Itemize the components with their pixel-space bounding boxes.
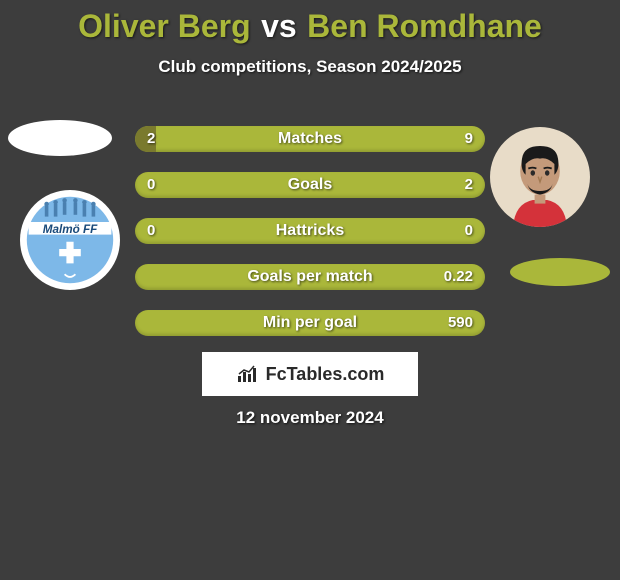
stat-bars: 2 Matches 9 0 Goals 2 0 Hattricks 0 Goal… — [135, 126, 485, 356]
bar-row-goals-per-match: Goals per match 0.22 — [135, 264, 485, 290]
bar-label: Hattricks — [135, 218, 485, 244]
bar-row-hattricks: 0 Hattricks 0 — [135, 218, 485, 244]
bar-value-right: 2 — [465, 172, 473, 198]
date-line: 12 november 2024 — [0, 408, 620, 428]
bar-value-right: 590 — [448, 310, 473, 336]
bar-label: Min per goal — [135, 310, 485, 336]
player2-name: Ben Romdhane — [307, 8, 542, 44]
watermark-text: FcTables.com — [266, 364, 385, 385]
bar-label: Goals per match — [135, 264, 485, 290]
comparison-card: Oliver Berg vs Ben Romdhane Club competi… — [0, 0, 620, 580]
svg-text:Malmö FF: Malmö FF — [43, 223, 98, 236]
watermark: FcTables.com — [202, 352, 418, 396]
bar-row-min-per-goal: Min per goal 590 — [135, 310, 485, 336]
player1-avatar-placeholder — [8, 120, 112, 156]
bar-chart-icon — [236, 364, 260, 384]
subtitle: Club competitions, Season 2024/2025 — [0, 57, 620, 77]
bar-label: Matches — [135, 126, 485, 152]
bar-row-goals: 0 Goals 2 — [135, 172, 485, 198]
bar-label: Goals — [135, 172, 485, 198]
bar-value-right: 9 — [465, 126, 473, 152]
player2-club-badge-placeholder — [510, 258, 610, 286]
player1-club-badge: Malmö FF — [20, 190, 120, 290]
title-row: Oliver Berg vs Ben Romdhane — [0, 0, 620, 45]
player2-avatar — [490, 127, 590, 227]
malmo-ff-badge-icon: Malmö FF — [25, 195, 115, 285]
player-photo-icon — [495, 137, 585, 227]
player1-name: Oliver Berg — [78, 8, 251, 44]
bar-value-right: 0.22 — [444, 264, 473, 290]
bar-value-right: 0 — [465, 218, 473, 244]
vs-label: vs — [261, 8, 297, 44]
bar-row-matches: 2 Matches 9 — [135, 126, 485, 152]
